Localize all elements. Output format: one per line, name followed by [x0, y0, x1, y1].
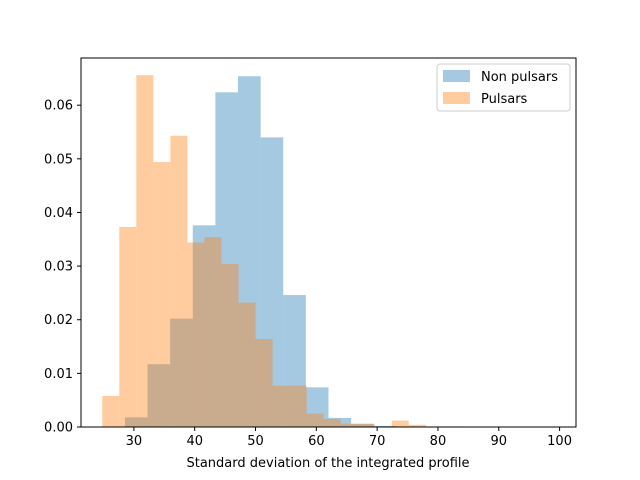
- y-tick-label: 0.01: [44, 367, 73, 382]
- bar-pulsars: [153, 162, 171, 427]
- x-tick-label: 40: [186, 434, 203, 449]
- bar-pulsars: [289, 385, 307, 427]
- x-tick-label: 90: [490, 434, 507, 449]
- legend-label-non-pulsars: Non pulsars: [481, 70, 558, 85]
- bar-pulsars: [238, 302, 256, 427]
- bar-pulsars: [204, 237, 222, 427]
- bar-non-pulsars: [283, 295, 306, 427]
- bar-pulsars: [391, 420, 409, 427]
- bar-non-pulsars: [192, 225, 216, 427]
- bar-non-pulsars: [238, 76, 261, 427]
- bar-pulsars: [221, 263, 239, 427]
- x-axis-ticks: 30 40 50 60 70 80 90 100: [126, 427, 572, 449]
- axes-frame: [80, 57, 577, 428]
- legend-label-pulsars: Pulsars: [481, 92, 528, 107]
- bar-pulsars: [272, 385, 290, 427]
- legend-swatch-pulsars: [443, 92, 470, 104]
- y-tick-label: 0.00: [44, 421, 73, 436]
- bar-pulsars: [323, 418, 341, 427]
- bar-non-pulsars: [305, 387, 329, 427]
- x-tick-label: 30: [126, 434, 143, 449]
- bar-pulsars: [136, 75, 154, 428]
- x-axis-label: Standard deviation of the integrated pro…: [186, 456, 469, 471]
- y-tick-label: 0.02: [44, 313, 73, 328]
- legend-swatch-non-pulsars: [443, 70, 470, 82]
- x-tick-label: 60: [308, 434, 325, 449]
- x-tick-label: 100: [547, 434, 572, 449]
- bar-pulsars: [357, 423, 375, 427]
- bar-non-pulsars: [147, 364, 171, 427]
- bar-non-pulsars: [260, 137, 284, 427]
- legend-frame: [436, 63, 571, 112]
- y-tick-label: 0.04: [44, 206, 73, 221]
- y-tick-label: 0.03: [44, 260, 73, 275]
- y-tick-label: 0.06: [44, 99, 73, 114]
- x-tick-label: 70: [369, 434, 386, 449]
- bar-non-pulsars: [124, 417, 148, 427]
- bar-pulsars: [102, 395, 120, 427]
- plot-area-border: [80, 57, 577, 428]
- bar-non-pulsars: [373, 425, 397, 427]
- y-tick-label: 0.05: [44, 152, 73, 167]
- legend: Non pulsars Pulsars: [436, 63, 571, 112]
- bar-pulsars: [255, 339, 273, 427]
- x-tick-label: 50: [247, 434, 264, 449]
- x-tick-label: 80: [430, 434, 447, 449]
- histogram-bars: [102, 75, 465, 428]
- bar-non-pulsars: [328, 417, 352, 427]
- bar-non-pulsars: [351, 423, 374, 427]
- bar-pulsars: [306, 413, 324, 427]
- bar-pulsars: [170, 135, 188, 427]
- bar-pulsars: [340, 423, 358, 427]
- y-axis-ticks: 0.00 0.01 0.02 0.03 0.04 0.05 0.06: [44, 99, 81, 436]
- bar-non-pulsars: [170, 318, 193, 427]
- bar-pulsars: [408, 424, 426, 427]
- bar-pulsars: [119, 226, 137, 427]
- bar-pulsars: [187, 242, 205, 427]
- bar-non-pulsars: [215, 92, 239, 427]
